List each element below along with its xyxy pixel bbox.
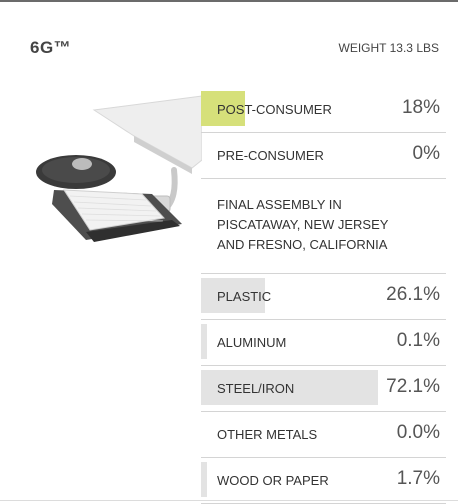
row-plastic: PLASTIC 26.1% [201, 274, 446, 320]
row-value: 26.1% [386, 284, 440, 305]
plastic-bar [201, 278, 265, 313]
post-consumer-bar [201, 91, 245, 126]
aluminum-bar [201, 324, 207, 359]
row-value: 0.1% [396, 330, 440, 351]
row-label: OTHER METALS [217, 427, 318, 442]
row-steel-iron: STEEL/IRON 72.1% [201, 366, 446, 412]
row-post-consumer: POST-CONSUMER 18% [201, 87, 446, 133]
assembly-line: FINAL ASSEMBLY IN [217, 197, 342, 212]
row-value: 72.1% [386, 376, 440, 397]
row-other-metals: OTHER METALS 0.0% [201, 412, 446, 458]
wood-paper-bar [201, 462, 207, 497]
row-value: 1.7% [396, 468, 440, 489]
assembly-line: AND FRESNO, CALIFORNIA [217, 237, 388, 252]
bottom-rule [0, 500, 458, 501]
product-weight: WEIGHT 13.3 LBS [338, 41, 439, 55]
row-label: STEEL/IRON [217, 381, 295, 396]
row-label: PRE-CONSUMER [217, 148, 324, 163]
assembly-line: PISCATAWAY, NEW JERSEY [217, 217, 389, 232]
row-wood-paper: WOOD OR PAPER 1.7% [201, 458, 446, 504]
row-label: POST-CONSUMER [217, 102, 332, 117]
row-label: PLASTIC [217, 289, 272, 304]
row-pre-consumer: PRE-CONSUMER 0% [201, 133, 446, 179]
material-table: POST-CONSUMER 18% PRE-CONSUMER 0% FINAL … [201, 87, 446, 504]
product-title: 6G™ [30, 38, 72, 57]
keyboard-tray-product-image [36, 95, 202, 242]
row-assembly: FINAL ASSEMBLY IN PISCATAWAY, NEW JERSEY… [201, 179, 446, 274]
assembly-note: FINAL ASSEMBLY IN PISCATAWAY, NEW JERSEY… [217, 195, 388, 255]
row-value: 18% [401, 97, 440, 118]
row-label: ALUMINUM [217, 335, 287, 350]
row-aluminum: ALUMINUM 0.1% [201, 320, 446, 366]
row-value: 0.0% [396, 422, 440, 443]
row-label: WOOD OR PAPER [217, 473, 329, 488]
row-value: 0% [412, 143, 440, 164]
steel-iron-bar [201, 370, 378, 405]
top-rule [0, 0, 458, 2]
